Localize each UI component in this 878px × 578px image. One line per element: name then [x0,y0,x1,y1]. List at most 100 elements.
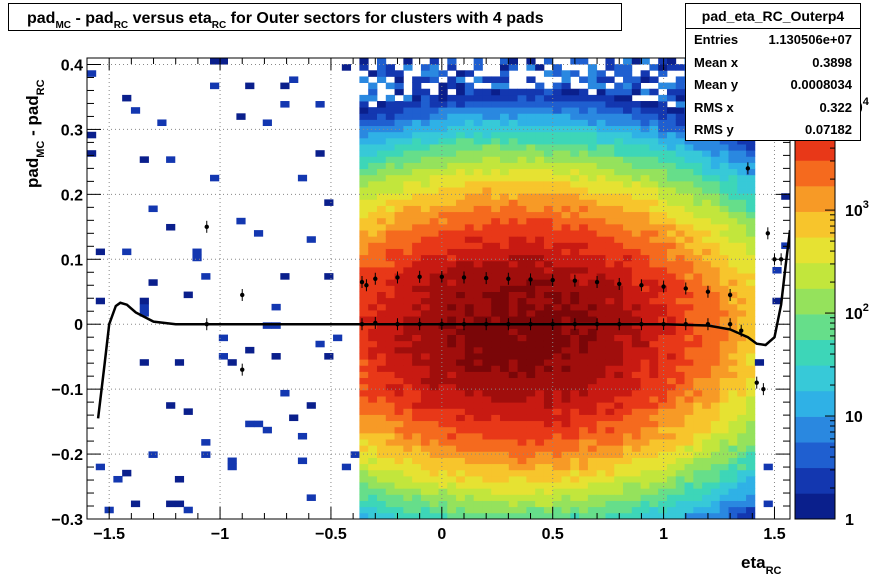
heatmap-bin [535,156,545,163]
heatmap-bin [623,242,633,249]
heatmap-bin [139,303,149,311]
heatmap-bin [728,144,738,151]
heatmap-bin [412,426,422,434]
heatmap-bin [491,451,501,458]
heatmap-bin [412,377,422,385]
heatmap-bin [447,156,457,163]
heatmap-bin [535,223,545,231]
heatmap-bin [614,156,624,163]
heatmap-bin [412,260,422,268]
heatmap-bin [631,506,642,514]
heatmap-bin [535,285,545,292]
heatmap-bin [579,162,589,170]
heatmap-bin [684,285,694,292]
heatmap-bin [456,316,466,323]
heatmap-bin [605,107,615,114]
heatmap-bin [508,236,518,243]
heatmap-bin [684,457,694,465]
heatmap-bin [684,414,694,422]
heatmap-bin [464,506,475,514]
heatmap-bin [605,113,615,120]
heatmap-bin [438,371,448,379]
heatmap-bin [605,322,615,329]
heatmap-bin [675,420,685,428]
heatmap-bin [614,205,624,213]
heatmap-bin [640,340,650,348]
heatmap-bin [447,285,457,292]
heatmap-bin [482,217,492,225]
heatmap-bin [464,377,475,385]
heatmap-bin [746,377,756,385]
heatmap-bin [728,346,738,354]
heatmap-bin [579,199,589,206]
heatmap-bin [570,285,580,292]
heatmap-bin [464,475,475,483]
heatmap-bin [658,445,668,452]
heatmap-bin [746,230,756,237]
heatmap-bin [570,242,580,249]
heatmap-bin [666,64,677,71]
heatmap-bin [473,451,483,458]
heatmap-bin [543,70,554,77]
heatmap-bin [579,310,589,317]
heatmap-bin [315,150,325,157]
heatmap-bin [473,371,483,379]
heatmap-bin [623,94,633,102]
heatmap-bin [385,254,395,262]
heatmap-bin [412,205,422,213]
heatmap-bin [420,131,431,139]
heatmap-bin [693,408,703,415]
heatmap-bin [526,101,536,108]
heatmap-bin [473,463,483,471]
heatmap-bin [631,469,642,477]
heatmap-bin [684,193,694,200]
heatmap-bin [719,199,729,206]
heatmap-bin [491,205,501,213]
heatmap-bin [596,383,606,391]
heatmap-bin [464,82,475,90]
heatmap-bin [412,439,422,446]
heatmap-bin [394,346,404,354]
heatmap-bin [464,291,475,299]
heatmap-bin [420,439,431,446]
heatmap-bin [605,475,615,483]
heatmap-bin [570,445,580,452]
heatmap-bin [456,475,466,483]
heatmap-bin [658,353,668,360]
heatmap-bin [552,205,562,213]
heatmap-bin [482,94,492,102]
heatmap-bin [482,469,492,477]
heatmap-bin [517,291,527,299]
heatmap-bin [614,469,624,477]
heatmap-bin [306,236,316,243]
heatmap-bin [394,377,404,385]
heatmap-bin [587,193,598,200]
heatmap-bin [737,230,747,237]
heatmap-bin [587,439,598,446]
heatmap-bin [508,475,518,483]
heatmap-bin [394,107,404,114]
heatmap-bin [631,488,642,495]
heatmap-bin [728,451,738,458]
heatmap-bin [552,439,562,446]
heatmap-bin [420,494,431,501]
heatmap-bin [508,217,518,225]
heatmap-bin [359,107,369,114]
heatmap-bin [596,359,606,366]
heatmap-bin [684,303,694,311]
heatmap-bin [500,445,510,452]
heatmap-bin [447,346,457,354]
heatmap-bin [649,285,659,292]
heatmap-bin [579,500,589,508]
heatmap-bin [640,58,650,65]
heatmap-bin [403,359,413,366]
heatmap-bin [385,359,395,366]
heatmap-bin [297,432,308,440]
heatmap-bin [640,500,650,508]
heatmap-bin [684,236,694,243]
stats-row-mean-y: Mean y 0.0008034 [686,74,860,97]
heatmap-bin [482,254,492,262]
heatmap-bin [526,439,536,446]
heatmap-bin [420,371,431,379]
heatmap-bin [579,101,589,108]
